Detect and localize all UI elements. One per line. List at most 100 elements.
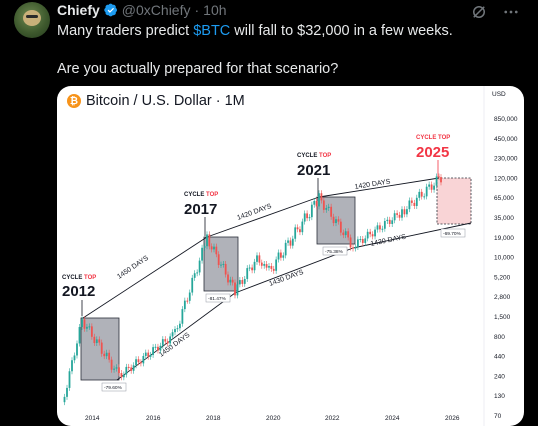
candle-body — [193, 273, 196, 278]
candle-body — [337, 219, 340, 222]
candle-body — [171, 332, 174, 337]
x-tick-label: 2014 — [85, 415, 100, 422]
candle-body — [294, 227, 297, 239]
candle-body — [396, 213, 398, 215]
verified-badge-icon — [104, 3, 117, 17]
y-tick-label: 800 — [494, 334, 505, 341]
cycle-top-label: CYCLE TOP — [62, 275, 96, 281]
drawdown-percent-label: -75.38% — [325, 249, 344, 255]
author-name[interactable]: Chiefy — [57, 2, 100, 18]
candle-body — [354, 247, 357, 249]
candle-body — [105, 352, 108, 357]
candle-body — [210, 246, 213, 250]
btc-price-chart: USD 850,000 450,000 230,000 120,000 65,000 35,… — [62, 86, 518, 426]
candle-body — [164, 339, 167, 342]
candle-body — [275, 259, 278, 271]
candle-body — [169, 336, 172, 344]
chart-title: ₿ Bitcoin / U.S. Dollar · 1M — [67, 93, 245, 109]
candle-body — [315, 200, 318, 207]
y-tick-label: 70 — [494, 413, 502, 420]
x-tick-label: 2026 — [445, 415, 460, 422]
y-tick-label: 2,800 — [494, 294, 511, 301]
candle-body — [265, 264, 268, 268]
cycle-year-label: 2021 — [297, 162, 330, 179]
candle-body — [66, 387, 68, 397]
candle-body — [376, 225, 379, 230]
candle-body — [339, 221, 342, 233]
candle-body — [433, 185, 435, 190]
lower-trendline — [352, 222, 472, 249]
y-tick-label: 240 — [494, 373, 505, 380]
candle-body — [383, 221, 386, 229]
candle-body — [90, 326, 93, 337]
post-time[interactable]: 10h — [203, 2, 227, 18]
candle-body — [196, 272, 199, 274]
candle-body — [159, 345, 162, 351]
candle-body — [349, 237, 352, 248]
chart-image[interactable]: ₿ Bitcoin / U.S. Dollar · 1M USD 850,000 4… — [57, 86, 524, 426]
candle-body — [149, 354, 152, 357]
candle-body — [313, 200, 316, 205]
candle-body — [144, 352, 147, 356]
candle-body — [71, 360, 73, 372]
candle-body — [161, 339, 164, 346]
candle-body — [78, 327, 81, 344]
candle-body — [251, 267, 254, 271]
post-header: Chiefy @0xChiefy · 10h — [57, 2, 227, 18]
candle-body — [132, 365, 135, 371]
candle-body — [224, 263, 227, 275]
candle-body — [217, 254, 220, 266]
drawdown-tag-box — [440, 228, 466, 238]
lower-trendline — [116, 292, 236, 381]
candle-body — [152, 347, 154, 355]
candle-body — [231, 279, 234, 283]
candle-body — [125, 366, 128, 375]
separator-dot: · — [194, 2, 200, 18]
cashtag-link[interactable]: $BTC — [193, 23, 231, 39]
candle-body — [420, 191, 423, 197]
candle-body — [68, 371, 71, 388]
author-handle[interactable]: @0xChiefy — [121, 2, 191, 18]
candle-body — [248, 267, 251, 269]
candle-body — [320, 193, 323, 201]
candle-body — [352, 247, 354, 249]
candle-body — [220, 264, 222, 266]
y-tick-label: 1,500 — [494, 314, 511, 321]
y-tick-label: 230,000 — [494, 156, 518, 163]
candle-body — [263, 264, 266, 266]
candle-body — [222, 263, 225, 265]
candle-body — [423, 196, 426, 198]
more-icon[interactable] — [502, 3, 520, 21]
y-tick-label: 65,000 — [494, 195, 514, 202]
candle-body — [289, 240, 292, 246]
candle-body — [147, 352, 150, 357]
candle-body — [234, 282, 236, 296]
drawdown-percent-label: -81.47% — [208, 296, 227, 302]
candle-body — [115, 367, 118, 369]
candle-body — [135, 359, 137, 366]
author-avatar[interactable] — [14, 2, 50, 38]
candle-body — [406, 209, 408, 215]
candle-body — [284, 242, 287, 256]
drawdown-tag-box — [322, 246, 348, 256]
x-tick-label: 2022 — [325, 415, 340, 422]
candle-body — [73, 355, 76, 361]
candle-body — [213, 246, 215, 250]
y-tick-label: 850,000 — [494, 116, 518, 123]
candle-body — [238, 280, 241, 285]
post-text-before: Many traders predict — [57, 23, 194, 39]
candle-body — [140, 362, 142, 364]
candle-body — [130, 367, 133, 371]
grok-icon[interactable] — [470, 3, 488, 21]
candle-body — [122, 374, 125, 378]
candle-body — [110, 359, 113, 370]
candle-body — [388, 219, 391, 224]
y-tick-label: 35,000 — [494, 215, 514, 222]
candle-body — [76, 343, 78, 356]
candle-body — [410, 200, 413, 203]
y-tick-label: 120,000 — [494, 175, 518, 182]
candle-body — [181, 309, 184, 324]
candle-body — [369, 231, 372, 235]
candle-body — [183, 300, 186, 310]
cycle-top-label: CYCLE TOP — [184, 192, 218, 198]
